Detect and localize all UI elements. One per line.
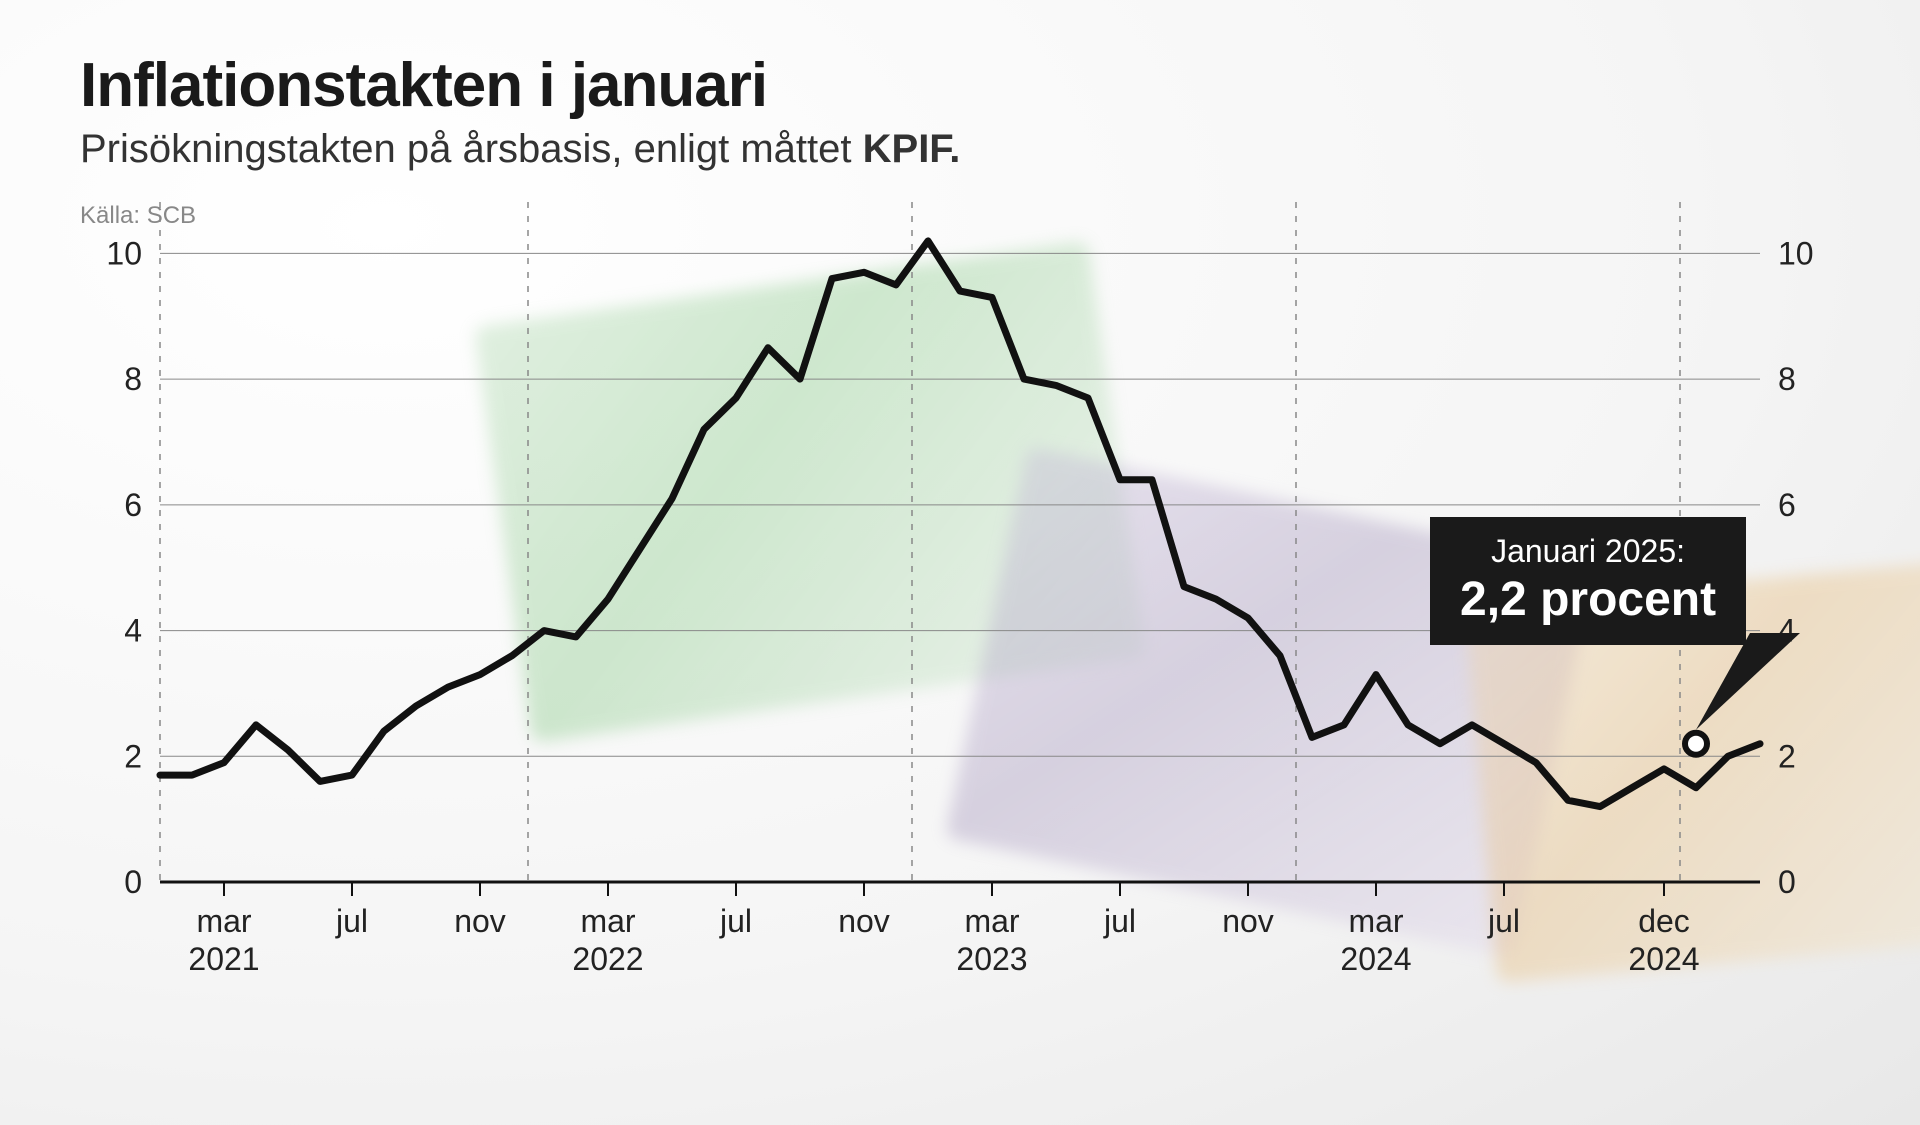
svg-text:nov: nov bbox=[454, 903, 506, 939]
svg-text:10: 10 bbox=[1778, 235, 1814, 271]
svg-text:0: 0 bbox=[124, 864, 142, 900]
svg-text:mar: mar bbox=[196, 903, 251, 939]
svg-text:mar: mar bbox=[580, 903, 635, 939]
svg-text:2: 2 bbox=[124, 738, 142, 774]
svg-text:dec: dec bbox=[1638, 903, 1690, 939]
svg-text:nov: nov bbox=[1222, 903, 1274, 939]
chart-container: Inflationstakten i januari Prisökningsta… bbox=[0, 0, 1920, 1125]
svg-text:2022: 2022 bbox=[572, 941, 643, 977]
svg-text:jul: jul bbox=[719, 903, 752, 939]
callout-line2: 2,2 procent bbox=[1460, 572, 1716, 627]
svg-text:10: 10 bbox=[106, 235, 142, 271]
chart-title: Inflationstakten i januari bbox=[80, 50, 1840, 121]
svg-text:2023: 2023 bbox=[956, 941, 1027, 977]
svg-text:mar: mar bbox=[964, 903, 1019, 939]
subtitle-bold: KPIF. bbox=[863, 127, 961, 171]
svg-text:2021: 2021 bbox=[188, 941, 259, 977]
svg-text:2024: 2024 bbox=[1340, 941, 1411, 977]
svg-text:6: 6 bbox=[124, 487, 142, 523]
svg-text:4: 4 bbox=[1778, 613, 1796, 649]
chart-area: Källa: SCB 00224466881010mar2021julnovma… bbox=[80, 202, 1840, 1002]
svg-text:0: 0 bbox=[1778, 864, 1796, 900]
callout-line1: Januari 2025: bbox=[1460, 533, 1716, 570]
svg-text:nov: nov bbox=[838, 903, 890, 939]
svg-text:8: 8 bbox=[1778, 361, 1796, 397]
svg-text:8: 8 bbox=[124, 361, 142, 397]
svg-text:6: 6 bbox=[1778, 487, 1796, 523]
subtitle-text: Prisökningstakten på årsbasis, enligt må… bbox=[80, 127, 863, 171]
svg-text:jul: jul bbox=[1103, 903, 1136, 939]
chart-subtitle: Prisökningstakten på årsbasis, enligt må… bbox=[80, 127, 1840, 172]
svg-text:4: 4 bbox=[124, 613, 142, 649]
svg-text:jul: jul bbox=[335, 903, 368, 939]
callout-box: Januari 2025: 2,2 procent bbox=[1430, 517, 1746, 645]
svg-text:mar: mar bbox=[1348, 903, 1403, 939]
svg-text:jul: jul bbox=[1487, 903, 1520, 939]
svg-text:2024: 2024 bbox=[1628, 941, 1699, 977]
svg-text:2: 2 bbox=[1778, 738, 1796, 774]
